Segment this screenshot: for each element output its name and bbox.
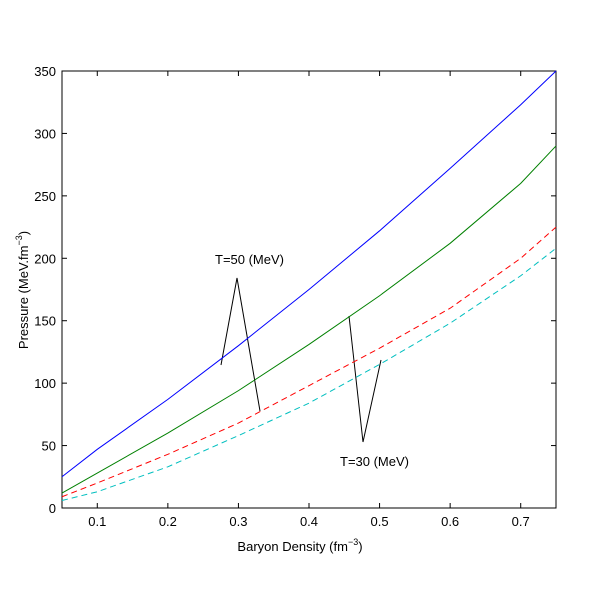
x-tick-label: 0.4 [300,514,318,529]
y-tick-label: 300 [34,126,56,141]
annotation-arrow [348,315,382,443]
x-axis-label: Baryon Density (fm−3) [237,537,362,554]
y-tick-label: 50 [42,439,56,454]
y-tick-label: 250 [34,189,56,204]
series-line [61,226,557,498]
annotation-arrow [220,277,261,412]
y-axis-label-text: Pressure (MeV.fm [16,246,31,350]
x-tick-label: 0.7 [512,514,530,529]
series-line [61,70,557,478]
x-axis-label-end: ) [358,539,362,554]
y-axis-label: Pressure (MeV.fm−3) [14,231,31,349]
x-tick-label: 0.6 [441,514,459,529]
x-tick-label: 0.3 [229,514,247,529]
y-tick-label: 100 [34,376,56,391]
x-axis-label-text: Baryon Density (fm [237,539,348,554]
x-tick-label: 0.5 [371,514,389,529]
x-tick-label: 0.2 [159,514,177,529]
annotation: T=50 (MeV) [215,252,284,267]
x-tick-label: 0.1 [88,514,106,529]
y-axis-label-sup: −3 [14,235,24,245]
annotation: T=30 (MeV) [340,454,409,469]
y-tick-label: 350 [34,64,56,79]
y-tick-label: 150 [34,314,56,329]
y-tick-label: 0 [49,501,56,516]
series-line [61,145,557,494]
y-axis-label-end: ) [16,231,31,235]
series-line [61,247,557,501]
y-tick-label: 200 [34,251,56,266]
x-axis-label-sup: −3 [348,537,358,547]
